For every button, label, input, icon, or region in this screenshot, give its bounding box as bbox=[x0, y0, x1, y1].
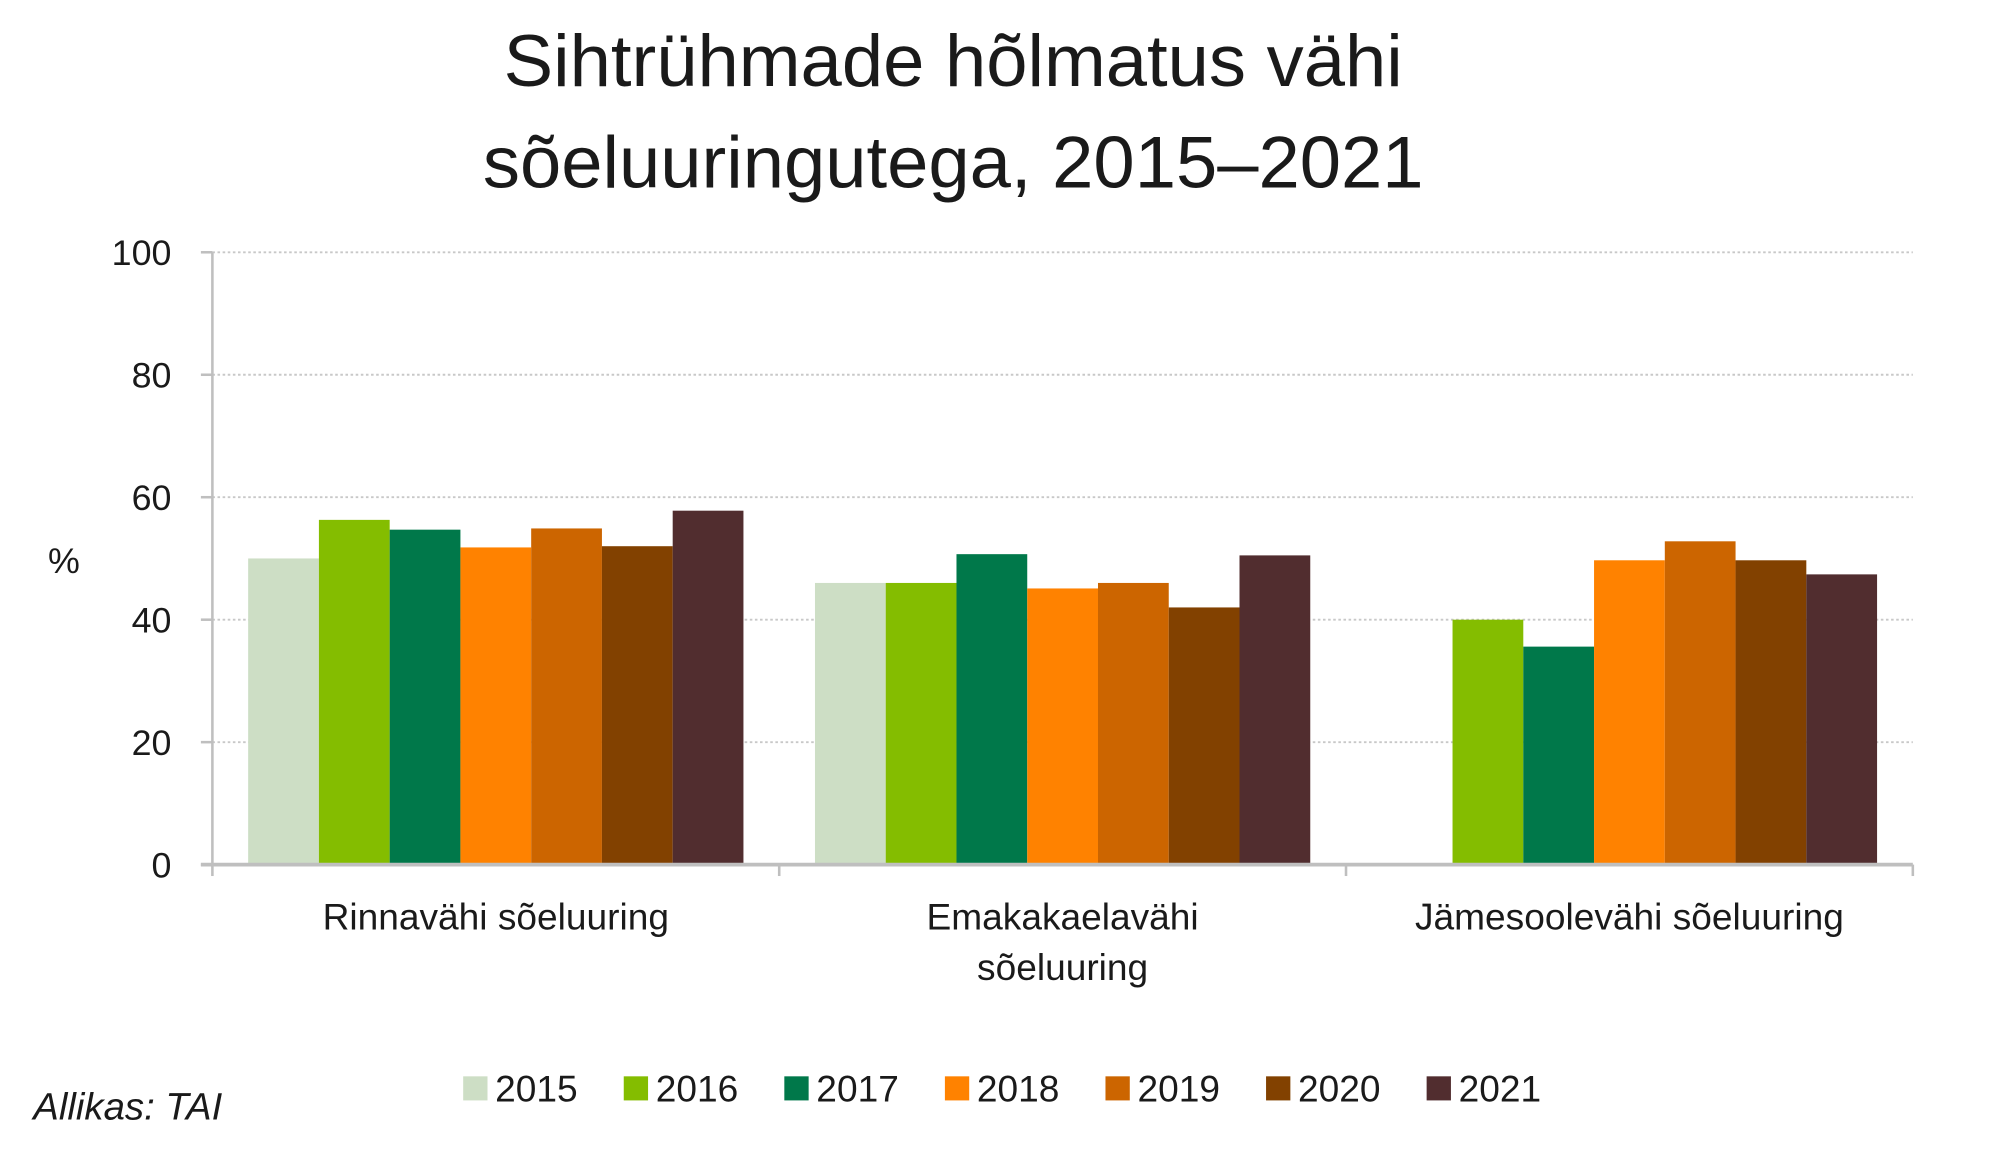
legend-swatch-2019 bbox=[1105, 1076, 1130, 1101]
bar-2020-0 bbox=[601, 546, 673, 865]
axes: 0 20 40 60 80 100 Rinnavähi sõeluuring Emakakae… bbox=[112, 233, 1915, 988]
bar-2018-0 bbox=[460, 547, 532, 865]
bar-2019-1 bbox=[1097, 582, 1169, 865]
bar-2018-2 bbox=[1594, 560, 1665, 865]
source-note: Allikas: TAI bbox=[31, 1086, 222, 1129]
legend-label-2018: 2018 bbox=[977, 1069, 1060, 1110]
legend-label-2019: 2019 bbox=[1137, 1069, 1220, 1110]
bar-2021-2 bbox=[1806, 574, 1878, 865]
y-tick-label: 100 bbox=[112, 233, 172, 273]
x-category-label: Rinnavähi sõeluuring bbox=[323, 896, 669, 937]
y-tick-label: 80 bbox=[132, 356, 172, 396]
x-category-label: Emakakaelavähi bbox=[927, 896, 1199, 937]
bar-2015-1 bbox=[814, 582, 886, 865]
legend-label-2020: 2020 bbox=[1298, 1069, 1381, 1110]
y-tick-label: 0 bbox=[152, 845, 172, 885]
y-tick-label: 40 bbox=[132, 601, 172, 641]
bar-2021-1 bbox=[1239, 555, 1311, 865]
bar-2018-1 bbox=[1027, 588, 1098, 865]
bar-2017-2 bbox=[1523, 646, 1595, 865]
y-tick-label: 20 bbox=[132, 723, 172, 763]
bar-2017-0 bbox=[389, 529, 461, 865]
bars bbox=[248, 510, 1878, 865]
legend-swatch-2020 bbox=[1266, 1076, 1291, 1101]
legend-swatch-2017 bbox=[784, 1076, 809, 1101]
legend-label-2017: 2017 bbox=[816, 1069, 899, 1110]
bar-2019-0 bbox=[531, 528, 602, 865]
bar-2016-0 bbox=[318, 519, 390, 865]
bar-2020-2 bbox=[1735, 560, 1807, 865]
chart-title-line-1: Sihtrühmade hõlmatus vähi bbox=[504, 20, 1403, 103]
bar-2015-0 bbox=[248, 558, 319, 865]
bar-2019-2 bbox=[1664, 541, 1736, 865]
y-axis-label: % bbox=[48, 541, 80, 581]
legend-label-2021: 2021 bbox=[1459, 1069, 1542, 1110]
legend-swatch-2021 bbox=[1426, 1076, 1451, 1101]
bar-2021-0 bbox=[672, 510, 744, 865]
y-tick-label: 60 bbox=[132, 478, 172, 518]
bar-2020-1 bbox=[1168, 607, 1240, 865]
legend-label-2016: 2016 bbox=[656, 1069, 739, 1110]
bar-2016-2 bbox=[1452, 619, 1524, 865]
bar-2017-1 bbox=[956, 554, 1028, 865]
legend: 2015 2016 2017 2018 2019 2020 2021 bbox=[463, 1069, 1541, 1110]
legend-label-2015: 2015 bbox=[495, 1069, 578, 1110]
legend-swatch-2018 bbox=[944, 1076, 970, 1101]
bar-2016-1 bbox=[885, 582, 957, 865]
legend-swatch-2016 bbox=[623, 1076, 649, 1101]
x-category-label: Jämesoolevähi sõeluuring bbox=[1415, 896, 1844, 937]
chart-title-line-2: sõeluuringutega, 2015–2021 bbox=[483, 121, 1424, 204]
x-category-label: sõeluuring bbox=[977, 947, 1148, 988]
legend-swatch-2015 bbox=[463, 1076, 488, 1101]
